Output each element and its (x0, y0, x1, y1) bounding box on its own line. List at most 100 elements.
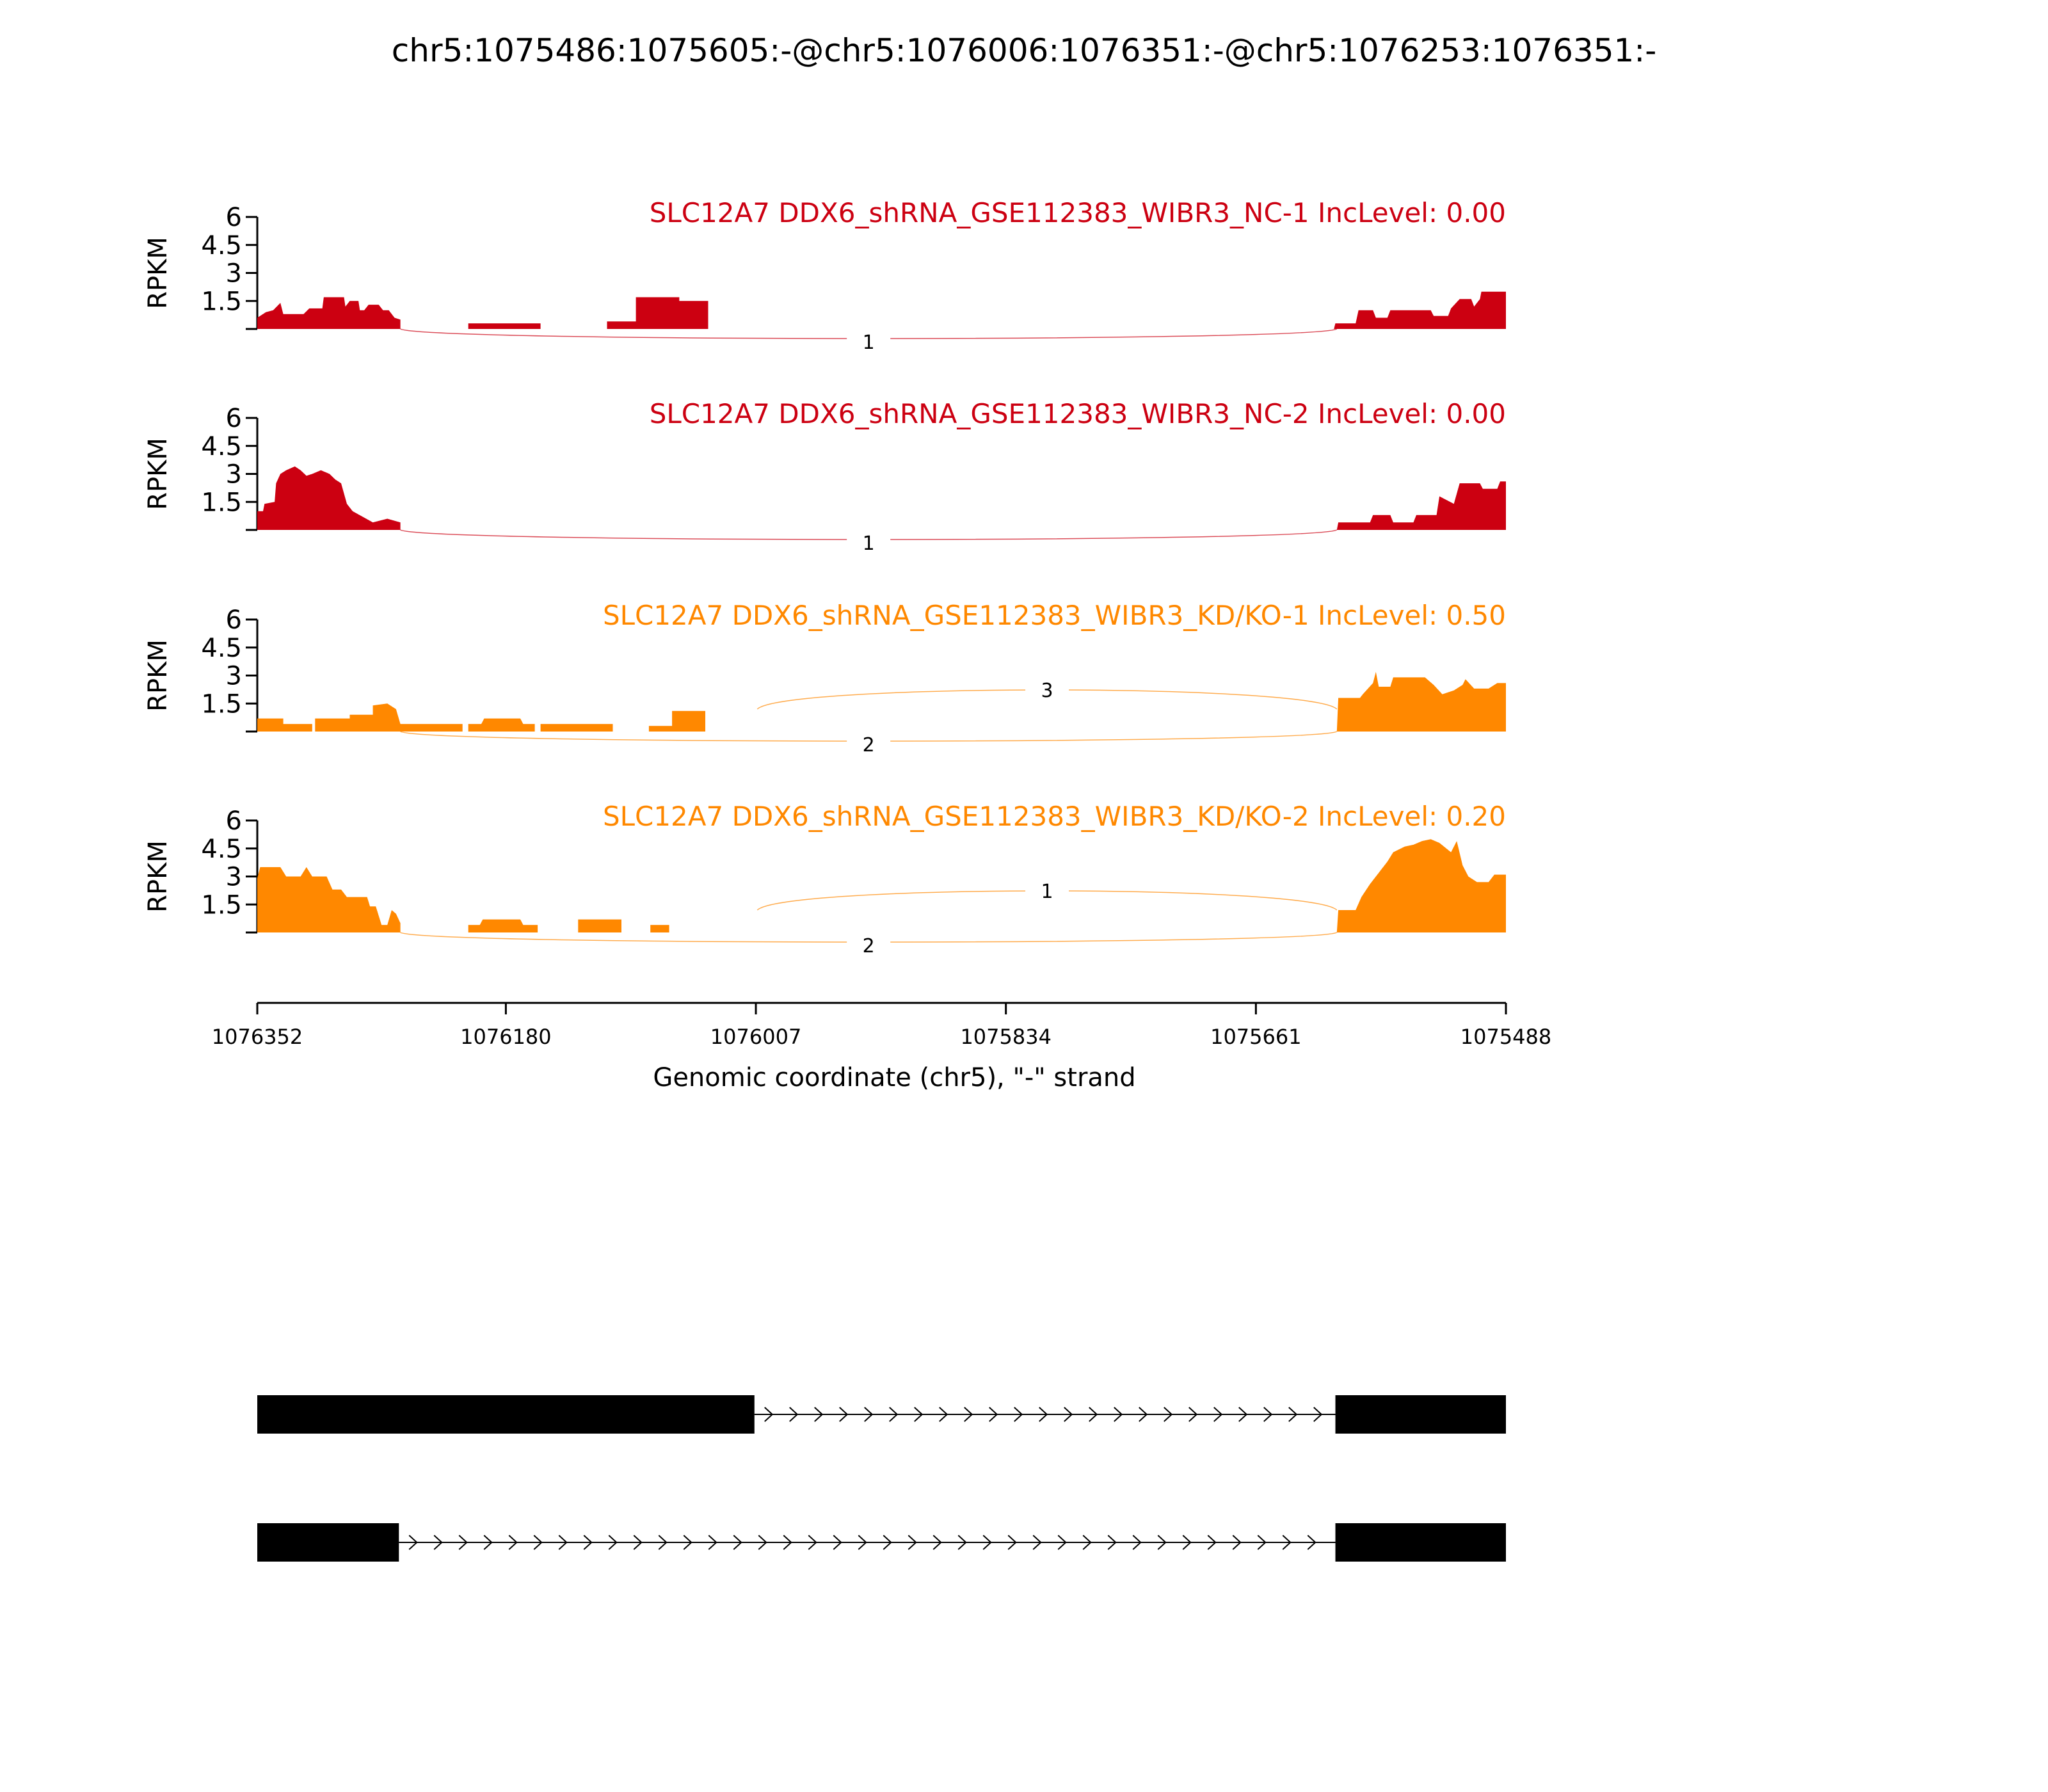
transcript-structures (257, 1395, 1506, 1562)
intron-arrow (1232, 1535, 1242, 1550)
coverage-area (257, 291, 1506, 329)
y-tick-label: 1.5 (201, 890, 242, 920)
exon (257, 1395, 755, 1434)
intron-arrow (408, 1535, 418, 1550)
transcript (257, 1395, 1506, 1434)
intron-arrow (1182, 1535, 1192, 1550)
transcript (257, 1523, 1506, 1562)
sample-label: SLC12A7 DDX6_shRNA_GSE112383_WIBR3_KD/KO… (603, 801, 1506, 832)
y-tick-label: 6 (226, 404, 242, 433)
junction-count: 1 (863, 332, 875, 354)
intron-arrow (789, 1407, 799, 1422)
y-tick-label: 4.5 (201, 634, 242, 663)
intron-arrow (814, 1407, 824, 1422)
x-tick-label: 1075488 (1460, 1025, 1552, 1049)
coverage-area (257, 839, 1506, 932)
intron-arrow (1157, 1535, 1167, 1550)
x-tick-label: 1075661 (1210, 1025, 1302, 1049)
intron-arrow (433, 1535, 443, 1550)
intron-arrow (1114, 1407, 1123, 1422)
intron-arrow (1188, 1407, 1198, 1422)
coverage-area (257, 671, 1506, 732)
intron-arrow (483, 1535, 493, 1550)
intron-arrow (1282, 1535, 1292, 1550)
intron-arrow (733, 1535, 742, 1550)
junction-count-box (847, 329, 891, 355)
intron-arrow (508, 1535, 518, 1550)
y-tick-label: 4.5 (201, 432, 242, 461)
x-tick-label: 1076007 (710, 1025, 802, 1049)
intron-arrow (658, 1535, 668, 1550)
y-tick-label: 3 (226, 863, 242, 892)
y-tick-label: 1.5 (201, 689, 242, 719)
intron-arrow (1207, 1535, 1217, 1550)
junction-count-box (847, 530, 891, 556)
y-tick-label: 4.5 (201, 835, 242, 864)
intron-arrow (932, 1535, 942, 1550)
coverage-panel: 1.534.56 RPKM SLC12A7 DDX6_shRNA_GSE112383… (143, 801, 1506, 958)
x-tick-label: 1076352 (212, 1025, 303, 1049)
intron-arrow (939, 1407, 948, 1422)
junction-count-box (1025, 677, 1069, 703)
intron-arrow (558, 1535, 568, 1550)
figure-title: chr5:1075486:1075605:-@chr5:1076006:1076… (392, 32, 1656, 69)
y-tick-label: 1.5 (201, 287, 242, 316)
y-axis-label: RPKM (143, 840, 173, 913)
junction-count-box (847, 732, 891, 757)
intron-arrow (1032, 1535, 1042, 1550)
intron-arrow (1139, 1407, 1148, 1422)
x-axis-label: Genomic coordinate (chr5), "-" strand (653, 1063, 1135, 1092)
junction-count: 2 (863, 734, 875, 756)
junction-count: 2 (863, 935, 875, 957)
intron-arrow (1213, 1407, 1223, 1422)
intron-arrow (783, 1535, 792, 1550)
intron-arrow (533, 1535, 543, 1550)
intron-arrow (1107, 1535, 1117, 1550)
exon (1335, 1395, 1506, 1434)
intron-arrow (1064, 1407, 1073, 1422)
intron-arrow (858, 1535, 867, 1550)
y-tick-label: 1.5 (201, 488, 242, 517)
sample-label: SLC12A7 DDX6_shRNA_GSE112383_WIBR3_NC-1 … (650, 197, 1506, 228)
y-tick-label: 6 (226, 203, 242, 232)
intron-arrow (914, 1407, 924, 1422)
junction-count: 1 (1041, 881, 1053, 903)
intron-arrow (633, 1535, 643, 1550)
junction-count: 3 (1041, 680, 1053, 702)
intron-arrow (833, 1535, 842, 1550)
x-tick-label: 1076180 (460, 1025, 552, 1049)
junction-count-box (847, 932, 891, 958)
intron-arrow (1313, 1407, 1323, 1422)
y-tick-label: 3 (226, 460, 242, 490)
intron-arrow (1257, 1535, 1267, 1550)
intron-arrow (458, 1535, 468, 1550)
y-tick-label: 4.5 (201, 231, 242, 260)
intron-arrow (608, 1535, 618, 1550)
intron-arrow (1089, 1407, 1098, 1422)
intron-arrow (908, 1535, 917, 1550)
y-axis-label: RPKM (143, 438, 173, 510)
intron-arrow (808, 1535, 817, 1550)
x-axis: Genomic coordinate (chr5), "-" strand 10… (212, 1002, 1552, 1092)
intron-arrow (1132, 1535, 1142, 1550)
x-tick-label: 1075834 (960, 1025, 1052, 1049)
y-axis-label: RPKM (143, 237, 173, 309)
sample-label: SLC12A7 DDX6_shRNA_GSE112383_WIBR3_KD/KO… (603, 600, 1506, 631)
exon (257, 1523, 399, 1562)
intron-arrow (989, 1407, 998, 1422)
intron-arrow (1263, 1407, 1273, 1422)
intron-arrow (1007, 1535, 1017, 1550)
y-tick-label: 3 (226, 662, 242, 691)
junction-count-box (1025, 878, 1069, 904)
intron-arrow (1039, 1407, 1048, 1422)
intron-arrow (964, 1407, 973, 1422)
y-tick-label: 6 (226, 806, 242, 836)
intron-arrow (1238, 1407, 1248, 1422)
exon (1335, 1523, 1506, 1562)
coverage-area (257, 466, 1506, 530)
junction-count: 1 (863, 532, 875, 555)
